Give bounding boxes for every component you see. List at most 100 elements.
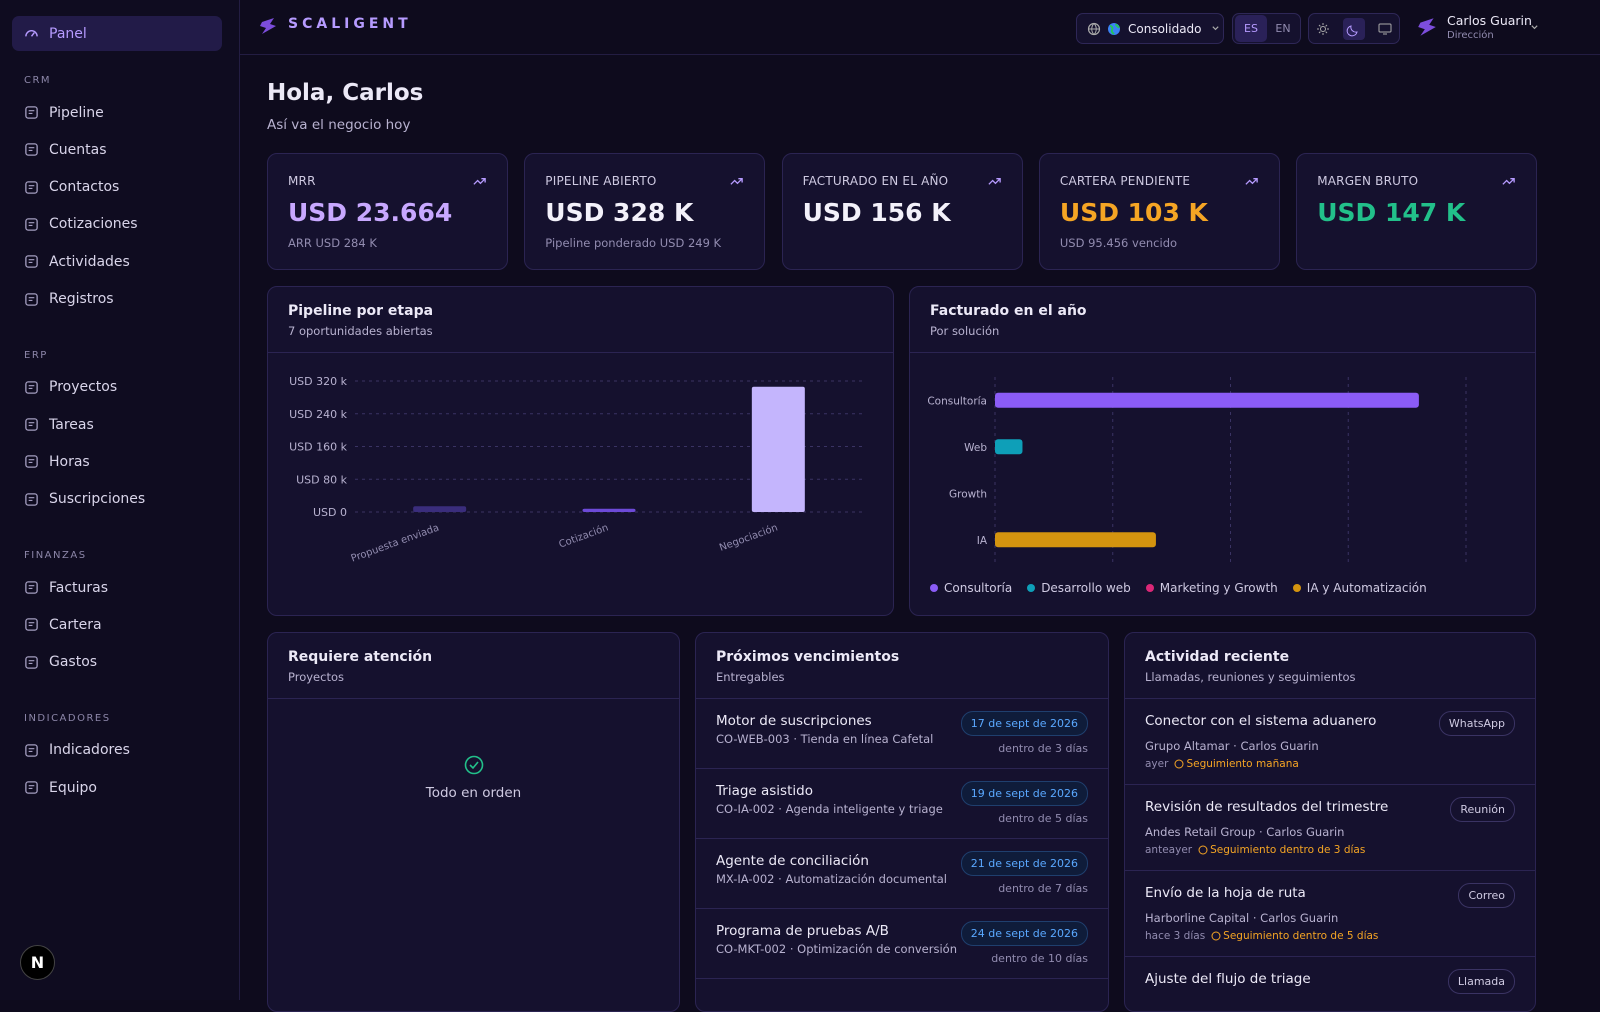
deadline-item[interactable]: Motor de suscripciones CO-WEB-003 · Tiend… (696, 699, 1108, 769)
dev-badge[interactable]: N (20, 945, 55, 980)
nav-item[interactable]: Equipo (12, 770, 222, 805)
item-title: Agente de conciliación (716, 853, 869, 869)
kpi-note: ARR USD 284 K (288, 236, 377, 250)
nav-item[interactable]: Tareas (12, 407, 222, 442)
when: hace 3 días (1145, 930, 1206, 942)
deadline-item[interactable]: Agente de conciliación MX-IA-002 · Automa… (696, 839, 1108, 909)
when: ayer (1145, 758, 1169, 770)
nav-item[interactable]: Actividades (12, 244, 222, 279)
kpi-value: USD 328 K (545, 198, 694, 227)
nav-item[interactable]: Panel (12, 16, 222, 51)
x-tick-label: Cotización (557, 522, 610, 551)
activity-item[interactable]: Conector con el sistema aduanero WhatsApp… (1125, 699, 1535, 785)
due-in: dentro de 7 días (998, 882, 1088, 895)
nav-item[interactable]: Contactos (12, 170, 222, 205)
card-title: Requiere atención (288, 649, 433, 665)
item-time: ayer Seguimiento mañana (1145, 758, 1299, 770)
light-theme[interactable] (1316, 22, 1330, 36)
icon-shape (28, 747, 35, 752)
nav-item[interactable]: Indicadores (12, 733, 222, 768)
activity-tag: WhatsApp (1438, 711, 1515, 736)
avatar[interactable] (1416, 16, 1438, 38)
icon (25, 744, 38, 757)
nav-item[interactable]: Cuentas (12, 132, 222, 167)
icon-shape (28, 221, 35, 226)
legend-swatch (1145, 584, 1154, 592)
legend-item: Desarrollo web (1027, 581, 1131, 595)
deadline-item[interactable]: Programa de pruebas A/B CO-MKT-002 · Opti… (696, 909, 1108, 979)
item-meta: CO-MKT-002 · Optimización de conversión (716, 942, 957, 956)
when: anteayer (1145, 844, 1193, 856)
kpi-icon (1502, 178, 1515, 185)
system-theme[interactable] (1378, 22, 1392, 36)
nav-item[interactable]: Cartera (12, 607, 222, 642)
deadlines-card: Próximos vencimientos Entregables Motor … (695, 632, 1109, 1012)
user-role: Dirección (1447, 30, 1494, 41)
chart-subtitle: 7 oportunidades abiertas (288, 324, 433, 338)
kpi-value: USD 156 K (802, 198, 951, 227)
icon (25, 655, 38, 669)
legend-item: Consultoría (930, 581, 1012, 595)
greeting-title: Hola, Carlos (267, 80, 424, 106)
scope-select[interactable]: Consolidado (1076, 13, 1224, 44)
icon-shape (28, 459, 35, 464)
nav-label: Registros (49, 291, 114, 307)
chevron[interactable] (1530, 23, 1539, 32)
nav-item[interactable]: Pipeline (12, 95, 222, 130)
due-date: 17 de sept de 2026 (960, 711, 1088, 736)
chart-title: Facturado en el año (930, 303, 1087, 319)
activity-item[interactable]: Revisión de resultados del trimestre Reun… (1125, 785, 1535, 871)
card-title: Próximos vencimientos (716, 649, 900, 665)
followup: Seguimiento mañana (1186, 758, 1299, 770)
kpi-card: MARGEN BRUTO USD 147 K (1296, 153, 1538, 270)
icon (25, 455, 38, 469)
icon-shape (473, 178, 486, 185)
nav-label: Indicadores (49, 742, 130, 759)
followup: Seguimiento dentro de 5 días (1223, 930, 1379, 942)
nav-item[interactable]: Cotizaciones (12, 207, 222, 242)
item-meta: Harborline Capital · Carlos Guarin (1145, 911, 1339, 925)
activity-item[interactable]: Ajuste del flujo de triage Llamada (1125, 957, 1535, 1011)
language-option[interactable]: EN (1275, 22, 1291, 35)
item-meta: Grupo Altamar · Carlos Guarin (1145, 739, 1319, 753)
item-meta: Andes Retail Group · Carlos Guarin (1145, 825, 1345, 839)
nav-label: Pipeline (49, 104, 104, 121)
nav-item[interactable]: Facturas (12, 570, 222, 605)
item-meta: CO-WEB-003 · Tienda en línea Cafetal (716, 732, 934, 746)
activity-item[interactable]: Envío de la hoja de ruta Correo Harborline… (1125, 871, 1535, 957)
icon-shape (25, 381, 38, 394)
user-name: Carlos Guarin (1447, 13, 1532, 28)
legend-swatch (930, 584, 938, 592)
earth-icon (1108, 22, 1120, 35)
item-title: Revisión de resultados del trimestre (1145, 799, 1389, 815)
card-subtitle: Proyectos (288, 670, 344, 684)
nav-item[interactable]: Gastos (12, 645, 222, 680)
icon (25, 255, 38, 268)
nav-item[interactable]: Horas (12, 444, 222, 479)
icon-shape (28, 110, 35, 114)
nav-label: Proyectos (49, 379, 118, 396)
nav-label: Facturas (49, 579, 109, 596)
kpi-card: MRR USD 23.664 ARR USD 284 K (267, 153, 508, 270)
icon-shape (28, 785, 35, 790)
icon-shape (25, 143, 38, 157)
due-date: 21 de sept de 2026 (960, 851, 1088, 876)
nav-label: Cuentas (49, 141, 107, 158)
check-icon (464, 755, 484, 775)
nav-item[interactable]: Proyectos (12, 370, 222, 405)
dark-theme[interactable] (1342, 17, 1365, 40)
bar (995, 439, 1023, 455)
nav-item[interactable]: Registros (12, 282, 222, 317)
topbar: SCALIGENT Consolidado ES EN Carlos Guari… (240, 0, 1600, 55)
icon-shape (25, 781, 38, 794)
nav-item[interactable]: Suscripciones (12, 482, 222, 517)
kpi-note: Pipeline ponderado USD 249 K (545, 236, 722, 250)
icon-shape (25, 292, 38, 306)
deadline-item[interactable]: Triage asistido CO-IA-002 · Agenda inteli… (696, 769, 1108, 839)
kpi-value: USD 103 K (1059, 198, 1208, 227)
language-option[interactable]: ES (1235, 15, 1267, 42)
icon-shape (28, 496, 35, 501)
item-title: Envío de la hoja de ruta (1145, 885, 1306, 901)
y-tick-label: USD 160 k (289, 441, 347, 454)
